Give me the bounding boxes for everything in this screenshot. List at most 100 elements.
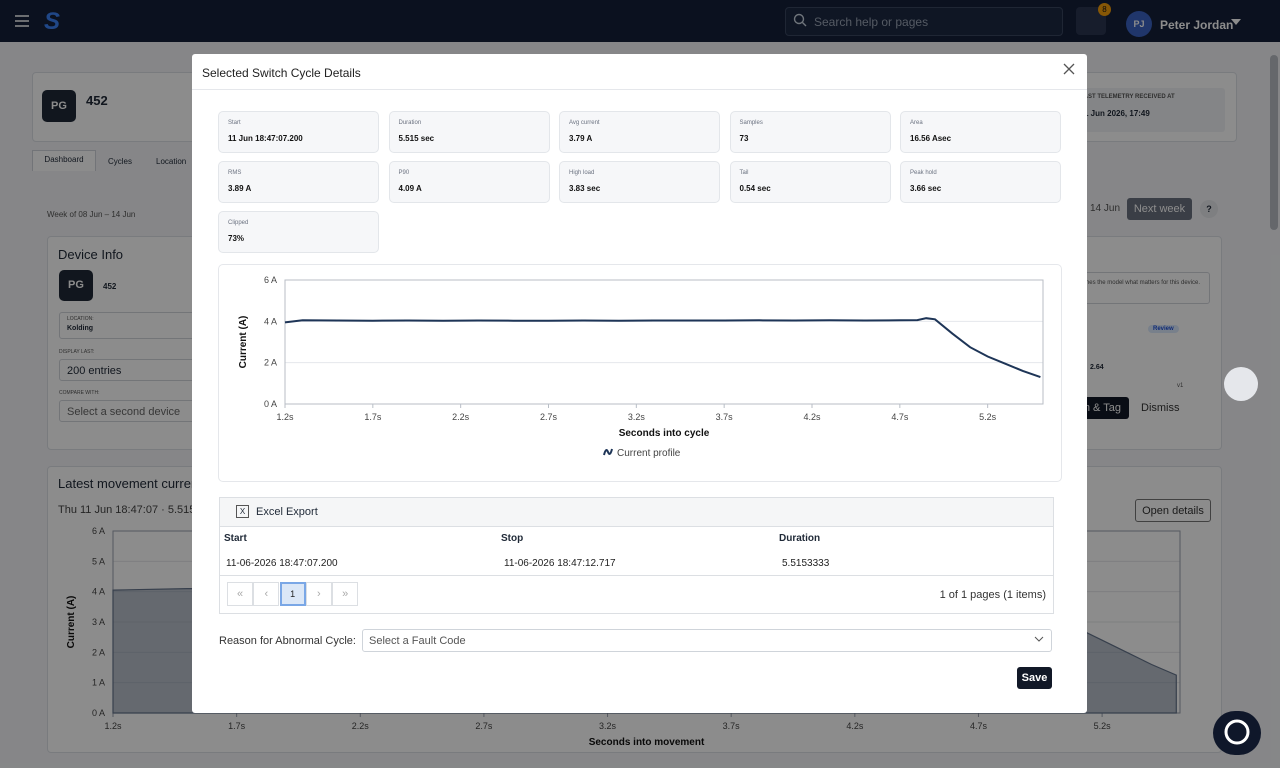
tab[interactable]: Location: [156, 157, 187, 166]
display-last-label: DISPLAY LAST:: [59, 349, 95, 355]
stat-card: [729, 111, 891, 153]
y-tick-label: 0 A: [264, 399, 277, 409]
x-tick-label: 3.7s: [716, 412, 734, 422]
stat-value: 4.09 A: [398, 184, 422, 193]
x-tick-label: 2.7s: [475, 721, 493, 731]
x-tick-label: 5.2s: [979, 412, 997, 422]
pager-button[interactable]: «: [227, 582, 253, 606]
tab[interactable]: Cycles: [108, 157, 133, 166]
toolbar: [220, 498, 1053, 527]
display-last-select[interactable]: 200 entries: [59, 359, 199, 381]
telemetry-value: 11 Jun 2026, 17:49: [1080, 109, 1150, 118]
open-details-button[interactable]: Open details: [1135, 499, 1211, 522]
x-tick-label: 3.2s: [599, 721, 617, 731]
excel-export[interactable]: Excel Export: [256, 506, 318, 518]
stat-card: [900, 111, 1061, 153]
stat-card: [559, 161, 720, 203]
chat-button[interactable]: [1213, 711, 1261, 755]
score: 2.64: [1090, 364, 1104, 371]
scrollbar: [1270, 55, 1278, 230]
stat-value: 5.515 sec: [398, 134, 435, 143]
stat-value: 3.83 sec: [569, 184, 601, 193]
y-tick-label: 5 A: [92, 556, 105, 566]
menu-icon[interactable]: [14, 14, 30, 28]
save-button[interactable]: Save: [1017, 667, 1052, 689]
x-tick-label: 2.2s: [352, 721, 370, 731]
y-axis-label: Current (A): [238, 316, 249, 369]
grid-table: [219, 497, 1054, 614]
plot-frame: [284, 279, 1044, 405]
pager-button[interactable]: »: [332, 582, 359, 606]
y-axis-label: Current (A): [66, 596, 77, 649]
location-value: Kolding: [67, 325, 94, 332]
device-id: 452: [103, 282, 117, 291]
current-page[interactable]: 1: [279, 582, 306, 606]
status-badge: Review: [1148, 325, 1179, 333]
y-tick-label: 2 A: [92, 647, 105, 657]
next-week-button[interactable]: Next week: [1127, 198, 1192, 220]
x-tick-label: 3.2s: [628, 412, 646, 422]
location-label: LOCATION:: [67, 316, 94, 322]
stat-value: 3.89 A: [228, 184, 252, 193]
stat-label: Area: [910, 120, 923, 126]
user-name[interactable]: Peter Jordan: [1160, 18, 1234, 32]
cell: 11-06-2026 18:47:07.200: [226, 558, 338, 569]
week-label: Week of 08 Jun – 14 Jun: [47, 210, 136, 219]
stat-label: P90: [398, 170, 410, 176]
stat-card: [900, 161, 1061, 203]
x-tick-label: 2.7s: [540, 412, 558, 422]
user-caret: [1231, 19, 1241, 25]
y-tick-label: 4 A: [264, 316, 277, 326]
stat-card: [388, 161, 550, 203]
compare-select[interactable]: Select a second device: [59, 400, 199, 422]
stat-card: [559, 111, 720, 153]
modal: Selected Switch Cycle Details Start 11 Ju…: [192, 54, 1087, 713]
stat-card: [218, 211, 379, 253]
column-header: Duration: [779, 533, 821, 544]
pager-info: 1 of 1 pages (1 items): [939, 589, 1046, 601]
insight-note: teaches the model what matters for this …: [1074, 280, 1200, 286]
movement-subtitle: Thu 11 Jun 18:47:07 · 5.515 s: [58, 504, 204, 516]
telemetry-box: [1075, 88, 1225, 132]
version: v1: [1177, 383, 1184, 389]
avatar[interactable]: PJ: [1126, 11, 1152, 37]
help-button[interactable]: ?: [1200, 200, 1218, 218]
y-tick-label: 2 A: [264, 358, 277, 368]
stat-card: [388, 111, 550, 153]
stat-card: [729, 161, 891, 203]
reason-label: Reason for Abnormal Cycle:: [219, 635, 356, 647]
pager-button[interactable]: ›: [305, 582, 332, 606]
stat-label: Start: [228, 120, 241, 126]
x-tick-label: 1.2s: [104, 721, 122, 731]
row-divider: [220, 575, 1053, 576]
tab[interactable]: Dashboard: [32, 150, 96, 171]
movement-title: Latest movement current: [58, 476, 202, 491]
device-badge: PG: [42, 90, 76, 122]
stat-label: RMS: [228, 170, 242, 176]
x-tick-label: 4.2s: [846, 721, 864, 731]
stat-value: 3.79 A: [569, 134, 593, 143]
logo: S: [44, 8, 61, 35]
dismiss-button[interactable]: Dismiss: [1141, 402, 1180, 414]
search-placeholder: Search help or pages: [814, 15, 929, 29]
close-button[interactable]: [1062, 62, 1076, 76]
chat-icon: [1224, 719, 1250, 745]
x-tick-label: 3.7s: [723, 721, 741, 731]
stat-label: Peak hold: [910, 170, 937, 176]
stat-label: Tail: [739, 170, 749, 176]
x-tick-label: 4.7s: [891, 412, 909, 422]
search-box[interactable]: [785, 7, 1063, 36]
x-axis-label: Seconds into movement: [589, 737, 705, 748]
header-divider: [192, 89, 1087, 90]
stat-label: Avg current: [569, 120, 600, 126]
pager-button[interactable]: ‹: [253, 582, 280, 606]
stat-value: 3.66 sec: [910, 184, 942, 193]
fault-select[interactable]: [362, 629, 1052, 652]
device-info-title: Device Info: [58, 247, 124, 262]
stat-card: [218, 111, 379, 153]
select-caret: [1034, 636, 1044, 642]
y-tick-label: 6 A: [264, 275, 277, 285]
assistant-button[interactable]: [1224, 367, 1258, 401]
x-tick-label: 5.2s: [1094, 721, 1112, 731]
x-tick-label: 1.7s: [364, 412, 382, 422]
